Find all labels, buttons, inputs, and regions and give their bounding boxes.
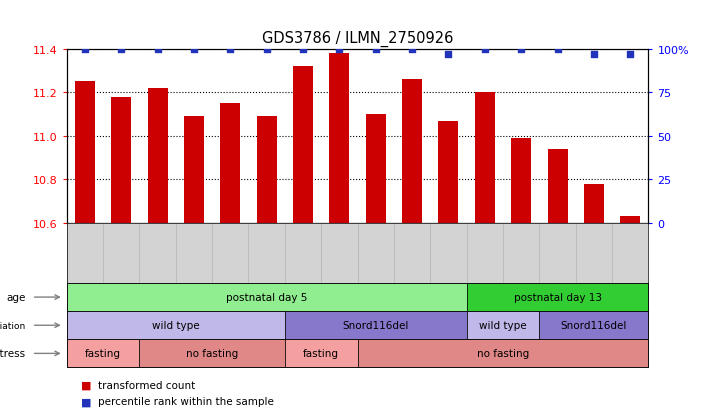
Text: no fasting: no fasting (477, 349, 529, 358)
Text: Snord116del: Snord116del (561, 320, 627, 330)
Point (479, 46, 491, 53)
Bar (511, 139, 531, 223)
Point (407, 46, 418, 53)
Bar (539, 311, 648, 339)
Point (152, 46, 163, 53)
Bar (220, 104, 240, 223)
Text: percentile rank within the sample: percentile rank within the sample (98, 396, 274, 406)
Bar (67, 339, 139, 368)
Bar (184, 117, 204, 223)
Bar (438, 121, 458, 223)
Bar (620, 217, 640, 223)
Text: fasting: fasting (85, 349, 121, 358)
Text: Snord116del: Snord116del (343, 320, 409, 330)
Bar (358, 339, 648, 368)
Text: transformed count: transformed count (98, 380, 196, 390)
Text: age: age (6, 292, 26, 302)
Point (588, 52, 599, 58)
Bar (402, 80, 422, 223)
Bar (147, 89, 168, 223)
Point (116, 46, 127, 53)
Point (370, 46, 381, 53)
Text: ■: ■ (81, 396, 91, 406)
Bar (467, 311, 539, 339)
Point (189, 46, 200, 53)
Text: wild type: wild type (479, 320, 526, 330)
Point (515, 46, 526, 53)
Point (79, 46, 90, 53)
Point (552, 46, 563, 53)
Point (443, 52, 454, 58)
Text: stress: stress (0, 349, 26, 358)
Bar (547, 150, 568, 223)
Bar (329, 54, 349, 223)
Text: postnatal day 13: postnatal day 13 (514, 292, 601, 302)
Text: fasting: fasting (303, 349, 339, 358)
Title: GDS3786 / ILMN_2750926: GDS3786 / ILMN_2750926 (261, 31, 454, 47)
Point (261, 46, 272, 53)
Text: genotype/variation: genotype/variation (0, 321, 26, 330)
Bar (67, 283, 467, 311)
Text: postnatal day 5: postnatal day 5 (226, 292, 307, 302)
Bar (285, 339, 358, 368)
Text: no fasting: no fasting (186, 349, 238, 358)
Point (297, 46, 308, 53)
Point (334, 46, 345, 53)
Bar (285, 311, 467, 339)
Bar (366, 115, 386, 223)
Bar (111, 97, 131, 223)
Point (625, 52, 636, 58)
Bar (67, 311, 285, 339)
Bar (584, 184, 604, 223)
Bar (75, 82, 95, 223)
Text: ■: ■ (81, 380, 91, 390)
Bar (139, 339, 285, 368)
Text: wild type: wild type (152, 320, 200, 330)
Point (224, 46, 236, 53)
Bar (293, 67, 313, 223)
Bar (257, 117, 277, 223)
Bar (467, 283, 648, 311)
Bar (475, 93, 495, 223)
